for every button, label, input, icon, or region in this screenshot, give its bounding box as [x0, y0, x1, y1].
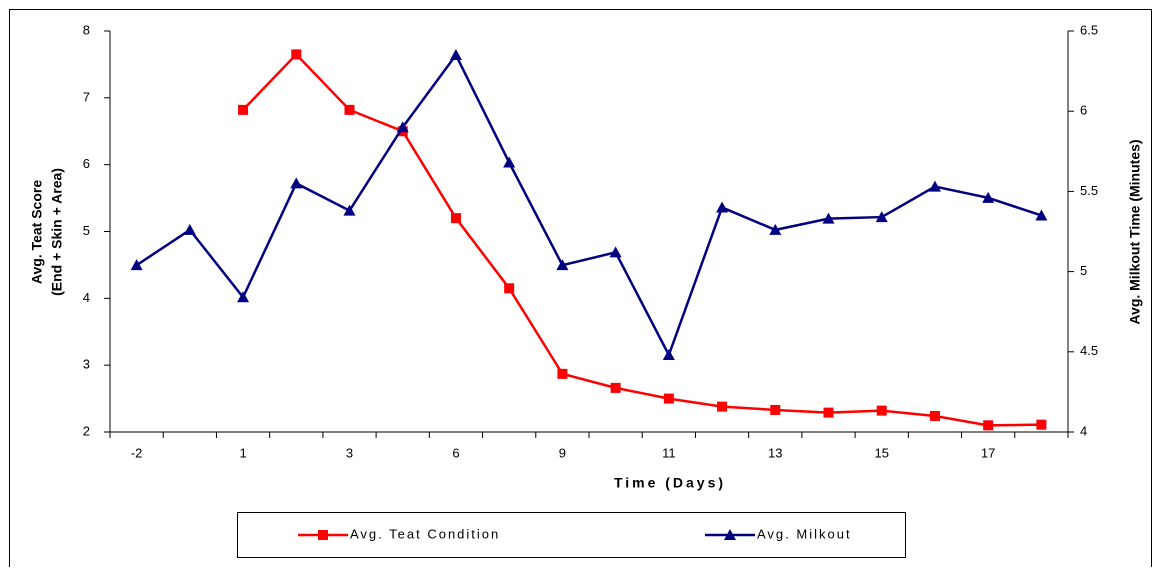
- data-point: [504, 283, 515, 294]
- y-tick-label: 2: [83, 423, 90, 438]
- data-point: [503, 156, 516, 168]
- data-point: [983, 420, 994, 431]
- chart-border: [9, 9, 1152, 570]
- data-point: [396, 121, 409, 133]
- y2-axis-title: Avg. Milkout Time (Minutes): [1127, 139, 1143, 324]
- data-point: [609, 246, 622, 258]
- data-point: [663, 393, 674, 404]
- y-tick-label: 7: [83, 89, 90, 104]
- data-point: [556, 259, 569, 271]
- x-tick-label: 1: [239, 445, 246, 460]
- legend-label: Avg. Milkout: [757, 526, 852, 541]
- y-axis-title: (End + Skin + Area): [49, 168, 65, 296]
- data-point: [875, 211, 888, 223]
- data-point: [662, 349, 675, 361]
- legend: [237, 512, 906, 558]
- y-tick-label: 3: [83, 357, 90, 372]
- data-point: [291, 49, 302, 60]
- data-point: [1035, 209, 1048, 221]
- x-tick-label: 13: [768, 445, 782, 460]
- data-point: [822, 212, 835, 224]
- data-point: [344, 104, 355, 115]
- data-point: [982, 191, 995, 203]
- series-line: [135, 52, 1042, 359]
- y2-tick-label: 5: [1080, 263, 1087, 278]
- x-tick-label: 17: [981, 445, 995, 460]
- data-point: [449, 49, 462, 61]
- x-tick-label: 11: [662, 445, 676, 460]
- x-tick-label: 9: [559, 445, 566, 460]
- series-line: [242, 52, 1042, 427]
- data-point: [823, 407, 834, 418]
- x-tick-label: 6: [452, 445, 459, 460]
- data-point: [928, 180, 941, 192]
- data-point: [770, 404, 781, 415]
- data-point: [557, 368, 568, 379]
- x-tick-label: -2: [131, 445, 143, 460]
- y2-tick-label: 6.5: [1080, 22, 1098, 37]
- data-point: [929, 410, 940, 421]
- legend-label: Avg. Teat Condition: [350, 526, 500, 541]
- y2-tick-label: 6: [1080, 103, 1087, 118]
- data-point: [1036, 419, 1047, 430]
- y2-tick-label: 5.5: [1080, 183, 1098, 198]
- y2-tick-label: 4.5: [1080, 343, 1098, 358]
- data-point: [238, 104, 249, 115]
- x-tick-label: 3: [346, 445, 353, 460]
- legend-marker: [724, 529, 736, 540]
- data-point: [610, 382, 621, 393]
- y-tick-label: 6: [83, 156, 90, 171]
- y-tick-label: 8: [83, 22, 90, 37]
- y-tick-label: 4: [83, 290, 90, 305]
- data-point: [717, 401, 728, 412]
- legend-marker: [318, 530, 328, 540]
- data-point: [876, 405, 887, 416]
- data-point: [716, 201, 729, 213]
- data-point: [130, 259, 143, 271]
- x-axis-title: Time (Days): [614, 475, 726, 491]
- data-point: [769, 223, 782, 235]
- data-point: [183, 223, 196, 235]
- y2-tick-label: 4: [1080, 423, 1087, 438]
- data-point: [290, 177, 303, 189]
- y-tick-label: 5: [83, 223, 90, 238]
- data-point: [237, 291, 250, 303]
- data-point: [450, 213, 461, 224]
- y-axis-title: Avg. Teat Score: [29, 180, 45, 284]
- x-tick-label: 15: [874, 445, 888, 460]
- data-point: [343, 204, 356, 216]
